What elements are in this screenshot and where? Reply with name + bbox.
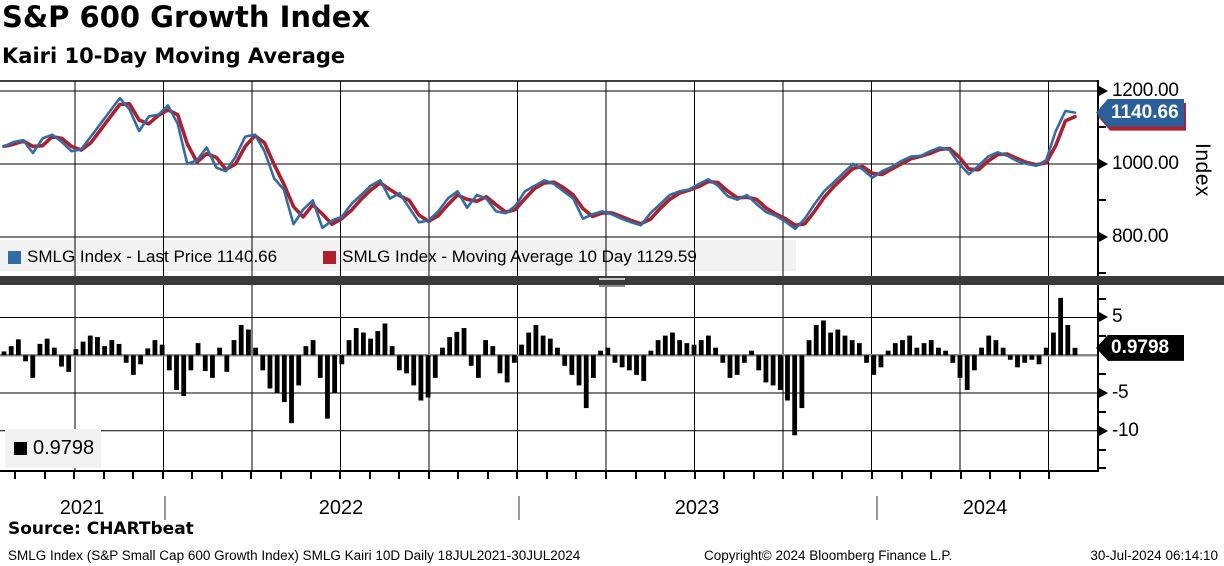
kairi-legend: 0.9798	[14, 437, 94, 460]
x-tick-minor	[14, 472, 16, 479]
y-tick-minor	[1099, 467, 1106, 469]
x-tick-minor	[369, 472, 371, 479]
y-tick-label: -10	[1112, 420, 1139, 442]
x-tick-minor	[575, 472, 577, 479]
footer-timestamp: 30-Jul-2024 06:14:10	[1090, 548, 1218, 563]
y-tick-arrow	[1099, 86, 1108, 96]
kairi-value-tag: 0.9798	[1096, 335, 1184, 361]
x-tick-minor	[1048, 472, 1050, 479]
panel-separator	[0, 276, 1224, 285]
footer-security-info: SMLG Index (S&P Small Cap 600 Growth Ind…	[8, 548, 580, 563]
x-tick-minor	[250, 472, 252, 479]
x-tick-minor	[812, 472, 814, 479]
x-tick-minor	[782, 472, 784, 479]
x-tick-minor	[841, 472, 843, 479]
last-price-tag: 1140.66	[1096, 99, 1184, 127]
year-boundary-tick	[164, 496, 166, 520]
y-tick-label: 5	[1112, 306, 1122, 328]
x-tick-minor	[280, 472, 282, 479]
legend-swatch	[14, 442, 27, 455]
y-tick-arrow	[1099, 232, 1108, 242]
x-tick-minor	[1019, 472, 1021, 479]
y-tick-minor	[1099, 449, 1106, 451]
y-tick-minor	[1099, 199, 1106, 201]
x-tick-minor	[310, 472, 312, 479]
x-tick-minor	[871, 472, 873, 479]
year-boundary-tick	[518, 496, 520, 520]
y-tick-minor	[1099, 126, 1106, 128]
y-tick-arrow	[1099, 388, 1108, 398]
x-tick-minor	[664, 472, 666, 479]
x-tick-minor	[221, 472, 223, 479]
x-tick-minor	[132, 472, 134, 479]
y-tick-arrow	[1099, 312, 1108, 322]
legend-label: 0.9798	[33, 437, 94, 460]
x-tick-minor	[516, 472, 518, 479]
x-tick-minor	[930, 472, 932, 479]
x-tick-minor	[960, 472, 962, 479]
y-axis-title: Index	[1190, 143, 1214, 197]
chart-window: S&P 600 Growth Index Kairi 10-Day Moving…	[0, 0, 1224, 566]
x-tick-minor	[428, 472, 430, 479]
page-subtitle: Kairi 10-Day Moving Average	[2, 44, 345, 68]
y-tick-label: -5	[1112, 382, 1128, 404]
source-label: Source: CHARTbeat	[8, 519, 194, 539]
x-tick-minor	[901, 472, 903, 479]
y-tick-minor	[1099, 335, 1106, 337]
x-tick-minor	[635, 472, 637, 479]
legend-label: SMLG Index - Last Price 1140.66	[27, 247, 277, 267]
price-legend: SMLG Index - Last Price 1140.66 SMLG Inde…	[8, 247, 743, 267]
y-tick-minor	[1099, 298, 1106, 300]
x-tick-label: 2024	[945, 497, 1025, 520]
x-tick-minor	[753, 472, 755, 479]
y-tick-label: 1000.00	[1112, 153, 1179, 175]
y-tick-minor	[1099, 272, 1106, 274]
y-tick-minor	[1099, 373, 1106, 375]
x-tick-minor	[723, 472, 725, 479]
y-tick-arrow	[1099, 426, 1108, 436]
page-title: S&P 600 Growth Index	[2, 0, 370, 34]
x-tick-minor	[162, 472, 164, 479]
ma-line-series	[4, 104, 1075, 226]
legend-swatch	[323, 251, 336, 264]
x-tick-label: 2023	[657, 497, 737, 520]
x-tick-minor	[487, 472, 489, 479]
y-tick-label: 800.00	[1112, 226, 1168, 248]
x-tick-minor	[546, 472, 548, 479]
x-tick-minor	[191, 472, 193, 479]
legend-label: SMLG Index - Moving Average 10 Day 1129.…	[342, 247, 697, 267]
x-tick-minor	[339, 472, 341, 479]
x-tick-minor	[605, 472, 607, 479]
legend-swatch	[8, 251, 21, 264]
x-tick-minor	[989, 472, 991, 479]
footer-copyright: Copyright© 2024 Bloomberg Finance L.P.	[704, 548, 952, 563]
x-tick-minor	[457, 472, 459, 479]
x-tick-minor	[694, 472, 696, 479]
panel-splitter-handle[interactable]	[599, 278, 625, 287]
x-axis-line	[0, 470, 1099, 472]
x-tick-minor	[44, 472, 46, 479]
kairi-bar-series	[2, 298, 1078, 435]
x-tick-label: 2021	[42, 497, 122, 520]
x-tick-minor	[73, 472, 75, 479]
y-tick-minor	[1099, 411, 1106, 413]
x-tick-minor	[103, 472, 105, 479]
year-boundary-tick	[876, 496, 878, 520]
y-tick-arrow	[1099, 159, 1108, 169]
x-tick-minor	[398, 472, 400, 479]
x-tick-label: 2022	[301, 497, 381, 520]
